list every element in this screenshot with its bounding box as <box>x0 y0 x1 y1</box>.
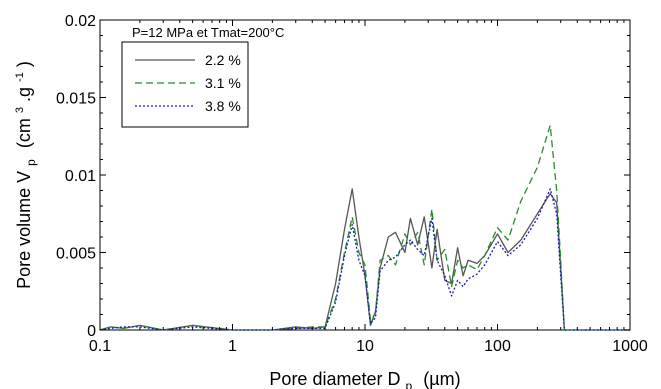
ticks-layer: 0.1 1 10 100 1000 0 0.005 0.01 0.015 0.02 <box>56 13 648 355</box>
x-tick-label: 0.1 <box>89 338 111 355</box>
y-tick-label: 0.005 <box>56 246 96 263</box>
x-tick-label: 10 <box>356 338 374 355</box>
x-axis-label: Pore diameter D p (µm) <box>269 369 460 389</box>
legend-title: P=12 MPa et Tmat=200°C <box>132 25 284 40</box>
y-axis-label-unit-open: (cm <box>14 118 34 148</box>
legend-label-2: 3.1 % <box>205 75 241 91</box>
y-axis-label-unit-close: ) <box>14 61 34 67</box>
x-tick-label: 1000 <box>612 338 648 355</box>
x-tick-label: 100 <box>484 338 511 355</box>
y-tick-label: 0.01 <box>65 168 96 185</box>
y-axis-label-unit-mid: .g <box>14 87 34 102</box>
y-axis-label-main: Pore volume V <box>14 171 34 289</box>
y-axis-label-unit-sup2: -1 <box>14 72 26 82</box>
x-axis-label-unit: (µm) <box>423 369 460 389</box>
y-tick-label: 0 <box>87 323 96 340</box>
legend-box <box>121 41 249 128</box>
y-axis-label: Pore volume V p (cm 3 .g -1 ) <box>7 61 39 289</box>
series-line-3 <box>99 188 630 331</box>
legend-label-3: 3.8 % <box>205 98 241 114</box>
legend-label-1: 2.2 % <box>205 52 241 68</box>
y-axis-label-unit-sup1: 3 <box>14 107 26 113</box>
y-tick-label: 0.015 <box>56 91 96 108</box>
x-axis-label-main: Pore diameter D <box>269 369 400 389</box>
y-axis-label-sub: p <box>24 159 38 166</box>
series-line-1 <box>99 188 630 331</box>
legend: 2.2 % 3.1 % 3.8 % <box>121 41 249 128</box>
series-layer <box>99 124 630 331</box>
x-tick-label: 1 <box>228 338 237 355</box>
legend-items: 2.2 % 3.1 % 3.8 % <box>135 52 241 114</box>
y-tick-label: 0.02 <box>65 13 96 30</box>
x-axis-label-sub: p <box>406 379 413 389</box>
series-line-2 <box>99 124 630 331</box>
